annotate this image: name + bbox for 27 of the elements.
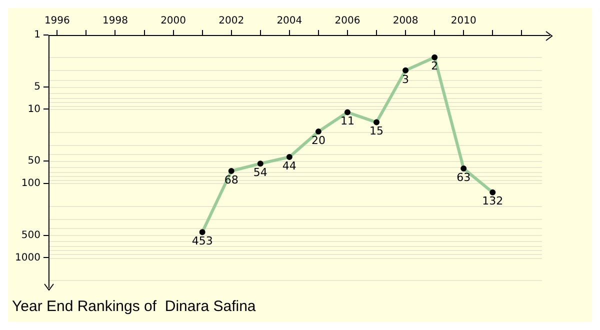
- data-label: 44: [282, 159, 296, 172]
- data-label: 54: [253, 166, 268, 179]
- text: Year End Rankings of Dinara Safina: [12, 298, 256, 316]
- data-label: 15: [370, 124, 384, 138]
- x-tick-label: 1998: [102, 16, 128, 27]
- y-tick-label: 1: [34, 30, 40, 41]
- data-label: 11: [340, 114, 354, 128]
- data-label: 63: [456, 170, 471, 184]
- x-tick-label: 2008: [392, 16, 418, 27]
- data-label: 68: [224, 173, 238, 186]
- data-label: 453: [192, 234, 213, 248]
- y-tick-label: 500: [21, 230, 40, 241]
- y-tick-label: 100: [21, 178, 40, 190]
- data-label: 20: [311, 134, 326, 147]
- x-tick-label: 2000: [160, 16, 186, 27]
- x-tick-label: 1996: [44, 16, 70, 27]
- x-tick-label: 2004: [276, 16, 302, 27]
- data-label: 3: [402, 72, 410, 86]
- y-tick-label: 1000: [14, 252, 40, 264]
- x-tick-label: 2002: [218, 16, 244, 27]
- x-tick-label: 2006: [334, 16, 360, 27]
- x-tick-label: 2010: [450, 16, 476, 27]
- data-label: 132: [482, 194, 504, 208]
- data-label: 2: [431, 60, 438, 73]
- y-tick-label: 50: [28, 156, 40, 167]
- y-tick-label: 10: [28, 104, 40, 115]
- y-tick-label: 5: [34, 81, 40, 92]
